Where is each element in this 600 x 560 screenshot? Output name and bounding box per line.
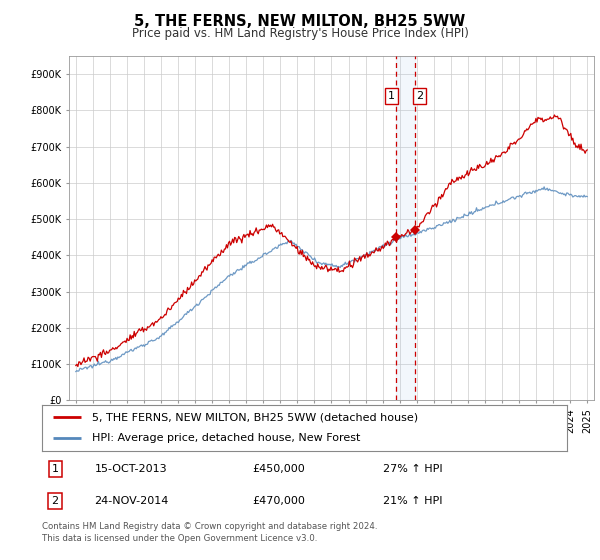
Text: £450,000: £450,000 [252,464,305,474]
Text: 1: 1 [52,464,59,474]
Bar [396,56,415,400]
Text: 15-OCT-2013: 15-OCT-2013 [95,464,167,474]
Text: 1: 1 [388,91,395,101]
Text: £470,000: £470,000 [252,496,305,506]
Text: 2: 2 [52,496,59,506]
Text: HPI: Average price, detached house, New Forest: HPI: Average price, detached house, New … [92,433,360,444]
Text: 5, THE FERNS, NEW MILTON, BH25 5WW: 5, THE FERNS, NEW MILTON, BH25 5WW [134,14,466,29]
Text: 24-NOV-2014: 24-NOV-2014 [95,496,169,506]
Text: 27% ↑ HPI: 27% ↑ HPI [383,464,443,474]
Text: 2: 2 [416,91,423,101]
Text: 21% ↑ HPI: 21% ↑ HPI [383,496,443,506]
Text: 5, THE FERNS, NEW MILTON, BH25 5WW (detached house): 5, THE FERNS, NEW MILTON, BH25 5WW (deta… [92,412,418,422]
Text: Contains HM Land Registry data © Crown copyright and database right 2024.
This d: Contains HM Land Registry data © Crown c… [42,522,377,543]
Text: Price paid vs. HM Land Registry's House Price Index (HPI): Price paid vs. HM Land Registry's House … [131,27,469,40]
